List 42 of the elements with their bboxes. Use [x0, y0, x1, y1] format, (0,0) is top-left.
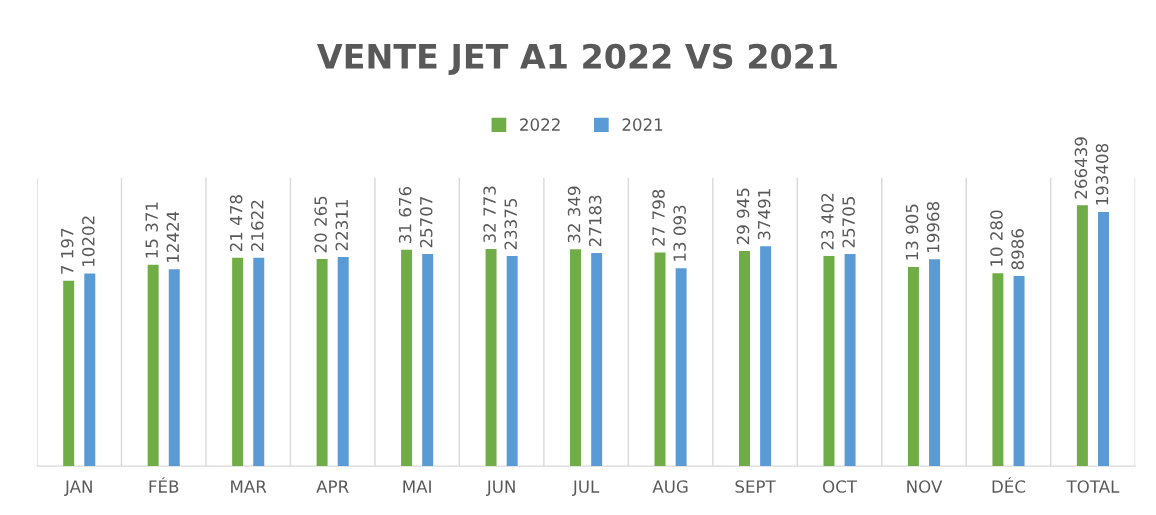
x-tick-label: APR	[316, 480, 349, 493]
data-label: 8986	[1011, 229, 1024, 270]
chart-title: VENTE JET A1 2022 VS 2021	[317, 43, 837, 76]
data-label: 10202	[82, 216, 95, 266]
data-label: 29 945	[736, 188, 750, 245]
x-tick-label: DÉC	[992, 477, 1026, 493]
data-label: 21622	[250, 200, 264, 251]
data-label: 31 676	[398, 186, 412, 243]
x-tick-label: TOTAL	[1066, 480, 1120, 493]
legend-label: 2021	[622, 118, 663, 131]
data-label: 266439	[1074, 137, 1088, 199]
data-label: 23375	[504, 198, 518, 250]
x-tick-label: JUN	[485, 480, 515, 496]
data-label: 23 402	[821, 193, 834, 250]
x-tick-label: MAR	[231, 480, 267, 493]
data-label: 15 371	[145, 202, 158, 258]
x-tick-label: SEPT	[735, 480, 776, 493]
data-label: 19968	[926, 201, 940, 252]
data-label: 7 197	[60, 228, 74, 274]
x-tick-label: JAN	[64, 480, 92, 496]
data-label: 20 265	[314, 196, 327, 253]
data-label: 37491	[757, 189, 771, 240]
data-label: 13 093	[673, 205, 686, 261]
data-label: 27183	[588, 195, 602, 247]
x-tick-label: JUL	[572, 480, 600, 496]
data-label: 12424	[166, 211, 179, 262]
x-tick-label: OCT	[822, 480, 858, 493]
data-label: 27 798	[652, 189, 665, 246]
x-tick-label: FÉB	[149, 477, 179, 493]
data-label: 25707	[419, 196, 433, 248]
data-label: 32 773	[483, 186, 496, 243]
data-label: 32 349	[567, 186, 581, 243]
data-label: 10 280	[990, 210, 1003, 266]
x-tick-label: NOV	[907, 480, 943, 493]
data-label: 193408	[1095, 143, 1109, 205]
data-label: 21 478	[229, 195, 243, 252]
x-tick-label: MAI	[403, 480, 431, 493]
data-label: 22311	[335, 200, 349, 251]
data-label: 13 905	[905, 204, 919, 260]
x-tick-label: AUG	[652, 480, 688, 493]
legend-label: 2022	[520, 118, 560, 131]
data-label: 25705	[842, 196, 855, 248]
